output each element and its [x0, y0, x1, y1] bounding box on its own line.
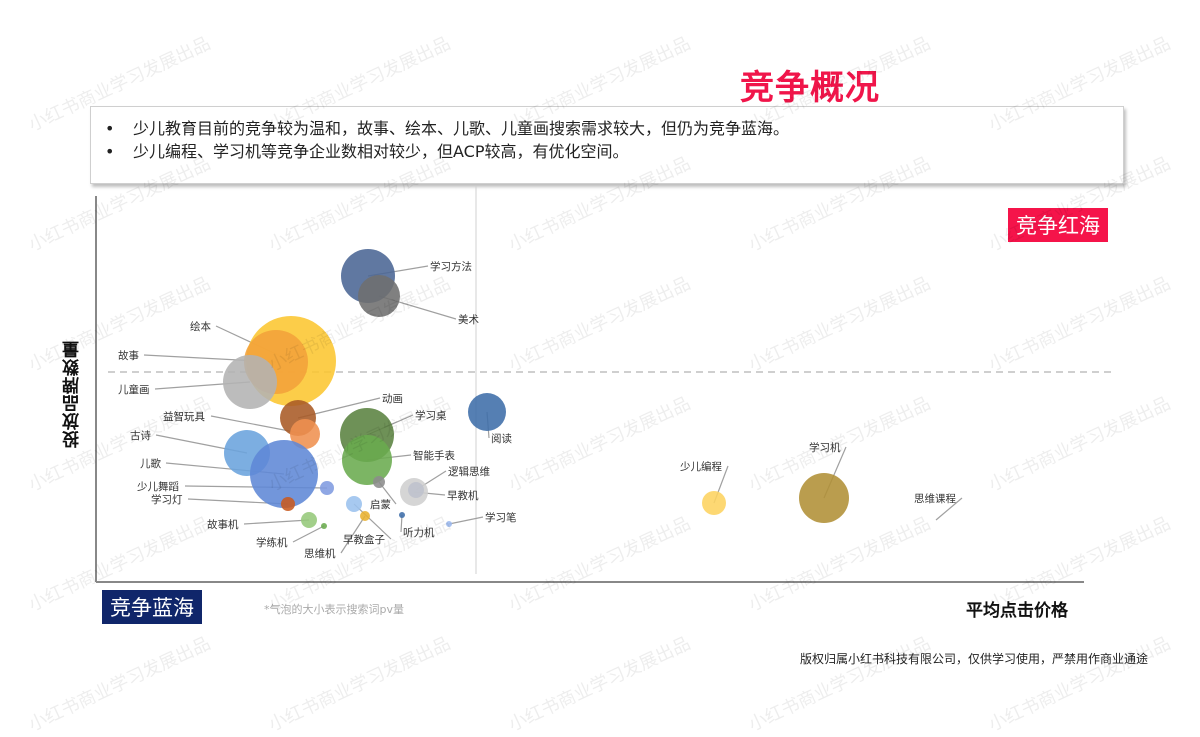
- bubble-label: 启蒙: [370, 498, 391, 511]
- leader-line: [340, 515, 366, 554]
- summary-bullet: • 少儿编程、学习机等竞争企业数相对较少，但ACP较高，有优化空间。: [105, 142, 629, 161]
- bubble: [446, 521, 452, 527]
- bubble: [373, 476, 385, 488]
- bubble: [320, 481, 334, 495]
- bubble: [321, 523, 327, 529]
- bubble-label: 思维课程: [914, 492, 956, 505]
- leader-line: [243, 519, 310, 525]
- red-sea-label: 竞争红海: [1008, 208, 1108, 242]
- bubbles: [223, 249, 849, 529]
- bubble: [400, 478, 428, 506]
- bubble-label: 故事: [118, 349, 139, 362]
- bubble-label: 儿歌: [140, 457, 161, 470]
- bubble: [301, 512, 317, 528]
- bubble-label: 绘本: [190, 320, 211, 333]
- summary-box: • 少儿教育目前的竞争较为温和，故事、绘本、儿歌、儿童画搜索需求较大，但仍为竞争蓝…: [90, 106, 1124, 184]
- bubble-label: 少儿编程: [680, 460, 722, 473]
- bubble-label: 学练机: [256, 536, 288, 549]
- bubble: [290, 419, 320, 449]
- bubble: [346, 496, 362, 512]
- leader-line: [353, 503, 392, 540]
- bubble: [358, 275, 400, 317]
- bubble-label: 思维机: [304, 547, 336, 560]
- bubble-label: 美术: [458, 313, 479, 326]
- bubble: [799, 473, 849, 523]
- bubble-label: 早教机: [447, 489, 479, 502]
- leader-line: [935, 497, 963, 521]
- bubble: [702, 491, 726, 515]
- bubble-label: 动画: [382, 393, 403, 405]
- bubble-label: 古诗: [130, 429, 151, 442]
- bubble-label: 学习笔: [485, 511, 517, 524]
- bubble-label: 早教盒子: [343, 533, 385, 546]
- bubble: [342, 435, 392, 485]
- bubble-label: 少儿舞蹈: [137, 481, 179, 493]
- bubble-label: 智能手表: [413, 449, 455, 462]
- blue-sea-label: 竞争蓝海: [102, 590, 202, 624]
- bubble-label: 故事机: [207, 518, 239, 531]
- copyright-text: 版权归属小红书科技有限公司，仅供学习使用，严禁用作商业通途: [800, 652, 1149, 666]
- summary-bullet: • 少儿教育目前的竞争较为温和，故事、绘本、儿歌、儿童画搜索需求较大，但仍为竞争蓝…: [105, 119, 790, 138]
- bubble: [250, 440, 318, 508]
- bubble: [223, 355, 277, 409]
- leader-line: [448, 516, 484, 525]
- x-axis-label: 平均点击价格: [966, 601, 1068, 621]
- bubble-label: 逻辑思维: [448, 465, 490, 478]
- bubble-label: 听力机: [403, 526, 435, 539]
- bubble-size-note: *气泡的大小表示搜索词pv量: [264, 603, 404, 616]
- page-title: 竞争概况: [740, 68, 880, 108]
- bubble-label: 学习机: [809, 441, 841, 454]
- bubble-label: 学习方法: [430, 260, 472, 273]
- bubble-label: 学习灯: [151, 493, 183, 506]
- bubble: [468, 393, 506, 431]
- bubble-label: 儿童画: [118, 383, 150, 396]
- bubble-label: 益智玩具: [163, 410, 205, 423]
- bubble: [360, 511, 370, 521]
- bubble-label: 学习桌: [415, 409, 447, 422]
- y-axis-label: 投放品牌数量: [63, 340, 83, 448]
- bubble-label: 阅读: [491, 432, 512, 445]
- bubble: [281, 497, 295, 511]
- bubble: [399, 512, 405, 518]
- leader-line: [292, 525, 325, 543]
